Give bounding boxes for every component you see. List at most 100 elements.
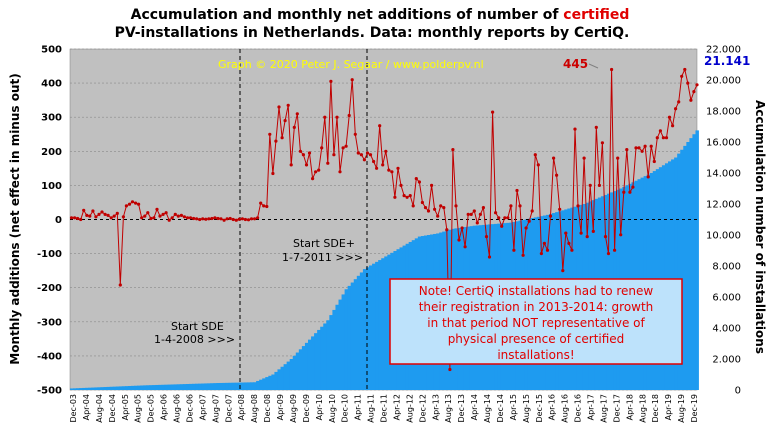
monthly-additions-point — [256, 216, 260, 220]
monthly-additions-point — [500, 224, 504, 228]
accumulation-bar — [335, 304, 339, 390]
monthly-additions-point — [527, 219, 531, 223]
monthly-additions-point — [347, 113, 351, 118]
monthly-additions-point — [359, 153, 363, 157]
accumulation-bar — [118, 386, 123, 390]
x-tick-label: Dec-11 — [380, 394, 389, 423]
accumulation-bar — [219, 382, 223, 390]
monthly-additions-point — [591, 229, 595, 233]
monthly-additions-point — [353, 132, 357, 136]
monthly-additions-point — [173, 212, 177, 216]
x-tick-label: Dec-05 — [147, 394, 156, 423]
accumulation-bar — [182, 384, 187, 390]
monthly-additions-point — [277, 105, 281, 109]
right-tick-label: 16.000 — [706, 138, 741, 149]
monthly-additions-point — [179, 213, 183, 217]
accumulation-bar — [256, 380, 260, 390]
monthly-additions-point — [494, 211, 498, 215]
monthly-additions-point — [475, 221, 479, 225]
x-tick-label: Aug-06 — [173, 394, 182, 423]
annotation-sdeplus-label: Start SDE+ — [293, 237, 355, 250]
x-tick-label: Apr-09 — [276, 394, 285, 420]
x-tick-label: Apr-12 — [392, 394, 401, 420]
monthly-additions-point — [671, 124, 675, 128]
accumulation-bar — [372, 263, 376, 390]
left-axis-title: Monthly additions (net effect in minus o… — [8, 73, 22, 364]
monthly-additions-point — [622, 190, 626, 194]
accumulation-bar — [188, 383, 193, 390]
chart-credit: Graph © 2020 Peter J. Segaar / www.polde… — [218, 58, 484, 71]
right-tick-label: 8.000 — [712, 262, 741, 273]
x-tick-label: Aug-10 — [328, 394, 337, 423]
accumulation-bar — [311, 336, 315, 390]
monthly-additions-point — [588, 183, 592, 187]
monthly-additions-point — [94, 215, 98, 219]
monthly-additions-point — [536, 163, 540, 167]
monthly-additions-point — [445, 228, 449, 232]
monthly-additions-point — [246, 218, 251, 222]
right-axis-title: Accumulation number of installations — [753, 100, 767, 354]
monthly-additions-point — [619, 233, 623, 237]
accumulation-bar — [112, 386, 117, 390]
accumulation-bar — [170, 384, 175, 390]
monthly-additions-point — [454, 204, 458, 208]
monthly-additions-point — [237, 217, 241, 221]
accumulation-bar — [222, 382, 226, 390]
monthly-additions-point — [100, 210, 104, 214]
monthly-additions-point — [134, 201, 138, 205]
accumulation-bar — [146, 385, 150, 390]
accumulation-bar — [683, 145, 687, 391]
accumulation-bar — [131, 385, 135, 390]
annotation-sde-label: Start SDE — [171, 320, 224, 333]
accumulation-bar — [231, 382, 236, 390]
monthly-additions-point — [576, 204, 580, 208]
monthly-additions-point — [600, 141, 605, 145]
monthly-additions-point — [298, 149, 302, 153]
monthly-additions-point — [210, 216, 214, 221]
monthly-additions-point — [423, 206, 428, 210]
accumulation-bar — [149, 385, 153, 390]
accumulation-bar — [192, 383, 196, 390]
monthly-additions-point — [610, 67, 614, 72]
x-tick-label: Aug-12 — [405, 394, 414, 423]
accumulation-bar — [73, 388, 77, 390]
monthly-additions-point — [658, 129, 663, 133]
monthly-additions-point — [634, 146, 638, 150]
monthly-additions-point — [320, 146, 324, 150]
annotation-sdeplus-date: 1-7-2011 >>> — [282, 251, 363, 264]
monthly-additions-point — [365, 151, 370, 155]
monthly-additions-point — [283, 119, 287, 123]
monthly-additions-point — [201, 217, 205, 221]
monthly-additions-point — [564, 231, 568, 235]
accumulation-bar — [124, 386, 129, 391]
accumulation-bar — [387, 254, 391, 390]
accumulation-bar — [271, 374, 275, 390]
accumulation-bar — [204, 383, 208, 390]
monthly-additions-point — [463, 245, 467, 249]
monthly-additions-point — [112, 214, 116, 218]
accumulation-bar — [381, 258, 385, 390]
monthly-additions-point — [631, 185, 635, 189]
accumulation-bar — [314, 333, 318, 390]
left-axis-ticks: 500 400 300 200 100 0 -100 -200 -300 -400 -500 — [37, 45, 62, 397]
monthly-additions-point — [414, 177, 418, 181]
monthly-additions-point — [625, 148, 629, 152]
accumulation-bar — [91, 387, 95, 390]
accumulation-bar — [155, 384, 159, 390]
x-tick-label: Aug-04 — [95, 394, 104, 423]
monthly-additions-point — [472, 209, 476, 213]
left-tick-label: 100 — [41, 181, 62, 192]
chart-title-prefix: Accumulation and monthly net additions o… — [131, 7, 564, 23]
monthly-additions-point — [259, 201, 263, 205]
accumulation-bar — [198, 383, 202, 390]
monthly-additions-point — [253, 217, 257, 221]
monthly-additions-point — [384, 149, 388, 153]
x-tick-label: Dec-03 — [69, 394, 78, 423]
monthly-additions-point — [664, 136, 669, 140]
monthly-additions-point — [686, 81, 690, 85]
monthly-additions-point — [335, 115, 339, 119]
x-tick-label: Apr-08 — [237, 394, 246, 420]
monthly-additions-point — [115, 211, 119, 215]
monthly-additions-point — [375, 166, 379, 170]
monthly-additions-point — [97, 212, 101, 216]
